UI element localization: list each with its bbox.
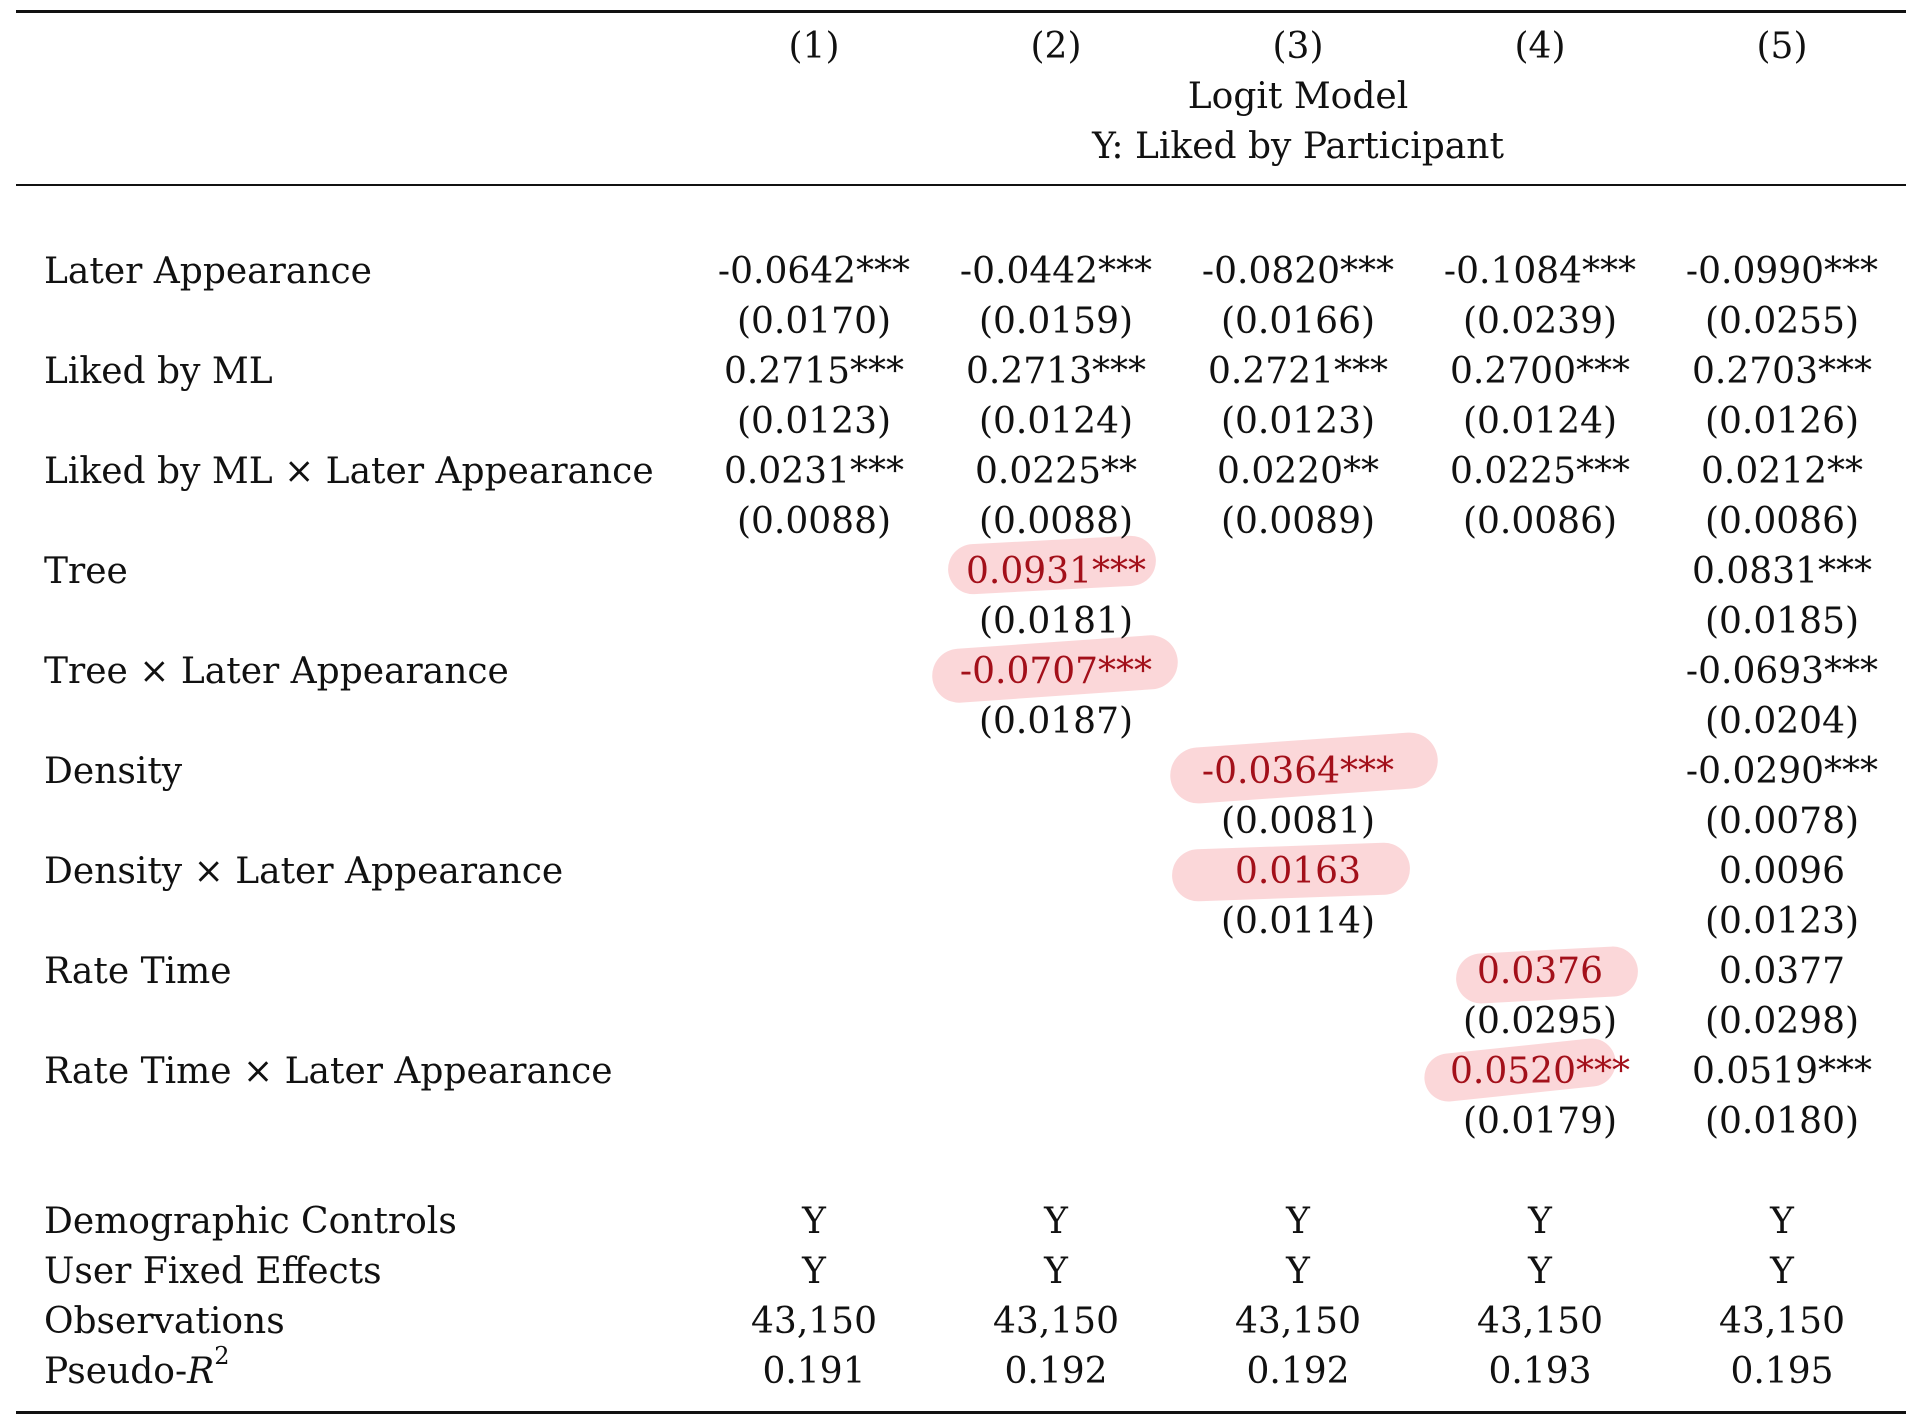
row-label-density: Density bbox=[44, 751, 183, 792]
coef-cell-highlighted: -0.0364*** bbox=[1201, 751, 1395, 792]
footer-cell: Y bbox=[1528, 1201, 1552, 1242]
se-cell: (0.0124) bbox=[1462, 401, 1618, 442]
coef-cell: 0.0212** bbox=[1701, 451, 1863, 492]
coef-cell-highlighted: 0.0163 bbox=[1235, 851, 1361, 892]
se-cell: (0.0123) bbox=[1704, 901, 1860, 942]
se-cell: (0.0179) bbox=[1462, 1101, 1618, 1142]
col-header-5: (5) bbox=[1756, 26, 1808, 67]
se-cell: (0.0295) bbox=[1462, 1001, 1618, 1042]
footer-cell: Y bbox=[1286, 1251, 1310, 1292]
se-cell: (0.0088) bbox=[736, 501, 892, 542]
coef-cell: 0.0377 bbox=[1719, 951, 1845, 992]
coef-cell: 0.0225*** bbox=[1450, 451, 1630, 492]
se-cell: (0.0114) bbox=[1220, 901, 1376, 942]
footer-cell: 0.192 bbox=[1004, 1351, 1108, 1392]
se-cell: (0.0126) bbox=[1704, 401, 1860, 442]
footer-cell: 43,150 bbox=[1477, 1301, 1603, 1342]
coef-cell: -0.0290*** bbox=[1685, 751, 1879, 792]
coef-cell: 0.0519*** bbox=[1692, 1051, 1872, 1092]
coef-cell-highlighted: -0.0707*** bbox=[959, 651, 1153, 692]
se-cell: (0.0187) bbox=[978, 701, 1134, 742]
footer-cell: Y bbox=[802, 1201, 826, 1242]
coef-cell: 0.0231*** bbox=[724, 451, 904, 492]
se-cell: (0.0123) bbox=[736, 401, 892, 442]
coef-cell: -0.0693*** bbox=[1685, 651, 1879, 692]
coef-cell: -0.1084*** bbox=[1443, 251, 1637, 292]
se-cell: (0.0086) bbox=[1462, 501, 1618, 542]
coef-cell: 0.2700*** bbox=[1450, 351, 1630, 392]
se-cell: (0.0181) bbox=[978, 601, 1134, 642]
se-cell: (0.0255) bbox=[1704, 301, 1860, 342]
coef-cell: 0.2713*** bbox=[966, 351, 1146, 392]
footer-cell: Y bbox=[1770, 1201, 1794, 1242]
row-label-user-fixed-effects: User Fixed Effects bbox=[44, 1251, 382, 1292]
model-title: Logit Model bbox=[1187, 76, 1409, 117]
se-cell: (0.0170) bbox=[736, 301, 892, 342]
pseudo-label-sup: 2 bbox=[214, 1342, 230, 1370]
se-cell: (0.0089) bbox=[1220, 501, 1376, 542]
coef-cell: 0.0831*** bbox=[1692, 551, 1872, 592]
row-label-observations: Observations bbox=[44, 1301, 285, 1342]
se-cell: (0.0185) bbox=[1704, 601, 1860, 642]
row-label-pseudo-r2: Pseudo-R2 bbox=[44, 1344, 230, 1394]
footer-cell: 0.191 bbox=[762, 1351, 866, 1392]
footer-cell: Y bbox=[1286, 1201, 1310, 1242]
se-cell: (0.0081) bbox=[1220, 801, 1376, 842]
footer-cell: Y bbox=[1528, 1251, 1552, 1292]
row-label-tree: Tree bbox=[44, 551, 128, 592]
footer-cell: 43,150 bbox=[751, 1301, 877, 1342]
se-cell: (0.0086) bbox=[1704, 501, 1860, 542]
top-rule bbox=[16, 10, 1906, 13]
row-label-tree-x-later: Tree × Later Appearance bbox=[44, 651, 509, 692]
se-cell: (0.0166) bbox=[1220, 301, 1376, 342]
dependent-variable: Y: Liked by Participant bbox=[1092, 126, 1504, 167]
coef-cell: 0.0220** bbox=[1217, 451, 1379, 492]
se-cell: (0.0298) bbox=[1704, 1001, 1860, 1042]
coef-cell-highlighted: 0.0376 bbox=[1477, 951, 1603, 992]
se-cell: (0.0204) bbox=[1704, 701, 1860, 742]
row-label-later-appearance: Later Appearance bbox=[44, 251, 372, 292]
se-cell: (0.0123) bbox=[1220, 401, 1376, 442]
footer-cell: 43,150 bbox=[993, 1301, 1119, 1342]
se-cell: (0.0239) bbox=[1462, 301, 1618, 342]
footer-cell: 0.192 bbox=[1246, 1351, 1350, 1392]
row-label-demographic-controls: Demographic Controls bbox=[44, 1201, 457, 1242]
se-cell: (0.0078) bbox=[1704, 801, 1860, 842]
coef-cell: 0.2715*** bbox=[724, 351, 904, 392]
se-cell: (0.0088) bbox=[978, 501, 1134, 542]
coef-cell: 0.2703*** bbox=[1692, 351, 1872, 392]
row-label-density-x-later: Density × Later Appearance bbox=[44, 851, 564, 892]
footer-cell: 0.193 bbox=[1488, 1351, 1592, 1392]
coef-cell-highlighted: 0.0931*** bbox=[966, 551, 1146, 592]
se-cell: (0.0124) bbox=[978, 401, 1134, 442]
coef-cell: -0.0820*** bbox=[1201, 251, 1395, 292]
coef-cell: 0.2721*** bbox=[1208, 351, 1388, 392]
footer-cell: Y bbox=[1044, 1251, 1068, 1292]
coef-cell-highlighted: 0.0520*** bbox=[1450, 1051, 1630, 1092]
row-label-liked-by-ml: Liked by ML bbox=[44, 351, 273, 392]
footer-cell: Y bbox=[1044, 1201, 1068, 1242]
row-label-liked-by-ml-x-later: Liked by ML × Later Appearance bbox=[44, 451, 654, 492]
coef-cell: 0.0225** bbox=[975, 451, 1137, 492]
coef-cell: 0.0096 bbox=[1719, 851, 1845, 892]
footer-cell: 43,150 bbox=[1719, 1301, 1845, 1342]
pseudo-label-prefix: Pseudo- bbox=[44, 1351, 188, 1392]
pseudo-label-var: R bbox=[187, 1351, 215, 1392]
row-label-rate-time: Rate Time bbox=[44, 951, 232, 992]
coef-cell: -0.0442*** bbox=[959, 251, 1153, 292]
footer-cell: 0.195 bbox=[1730, 1351, 1834, 1392]
coef-cell: -0.0990*** bbox=[1685, 251, 1879, 292]
col-header-1: (1) bbox=[788, 26, 840, 67]
footer-cell: Y bbox=[1770, 1251, 1794, 1292]
footer-cell: Y bbox=[802, 1251, 826, 1292]
col-header-2: (2) bbox=[1030, 26, 1082, 67]
se-cell: (0.0159) bbox=[978, 301, 1134, 342]
col-header-3: (3) bbox=[1272, 26, 1324, 67]
row-label-rate-time-x-later: Rate Time × Later Appearance bbox=[44, 1051, 613, 1092]
col-header-4: (4) bbox=[1514, 26, 1566, 67]
footer-cell: 43,150 bbox=[1235, 1301, 1361, 1342]
coef-cell: -0.0642*** bbox=[717, 251, 911, 292]
header-rule bbox=[16, 184, 1906, 186]
se-cell: (0.0180) bbox=[1704, 1101, 1860, 1142]
